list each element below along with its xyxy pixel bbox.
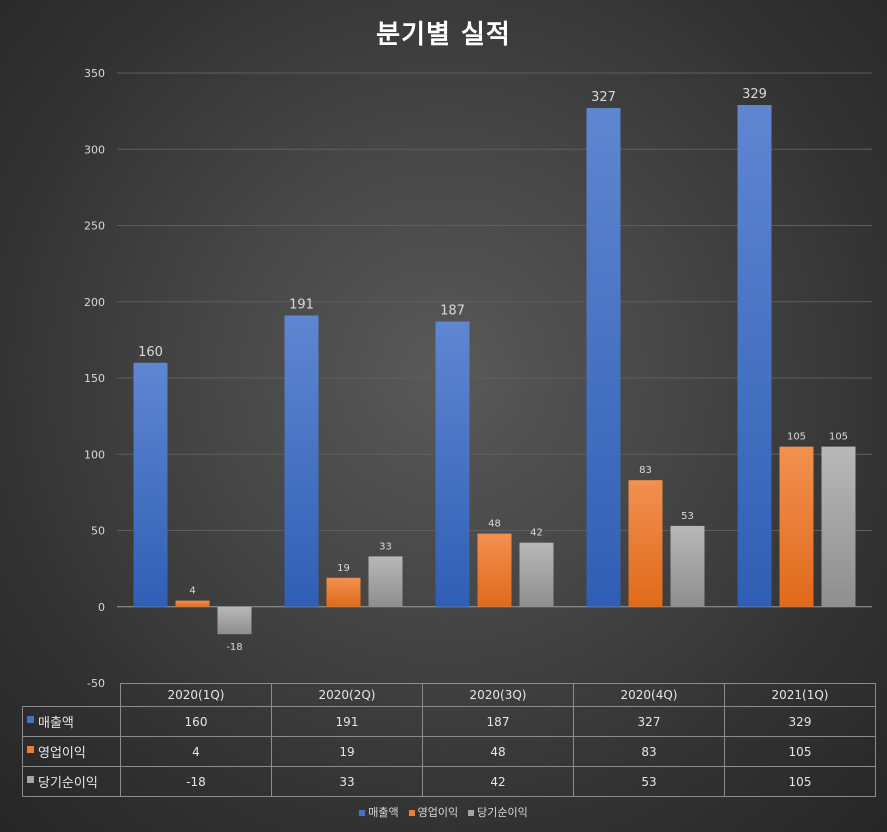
table-corner [22,683,121,707]
table-cell: 160 [120,706,272,737]
bar-revenue-1 [284,315,319,607]
legend-item: 당기순이익 [468,804,528,820]
y-tick-label: 100 [84,448,105,461]
bar-revenue-3 [586,108,621,607]
table-cell: 4 [120,736,272,767]
legend: 매출액 영업이익 당기순이익 [0,804,887,820]
table-row-header: 매출액 [22,706,121,737]
bar-revenue-0 [133,362,168,607]
legend-label: 당기순이익 [477,806,528,819]
legend-item: 영업이익 [408,804,459,820]
data-label: 187 [440,304,465,319]
bar-revenue-4 [737,105,772,607]
data-label: 48 [488,519,501,530]
table-cell: -18 [120,766,272,797]
data-label: -18 [226,642,242,653]
legend-swatch [27,776,34,783]
data-label: 105 [787,432,806,443]
table-column-header: 2020(4Q) [573,683,725,707]
bar-net-income-3 [670,525,705,607]
table-cell: 83 [573,736,725,767]
legend-label: 영업이익 [417,806,459,819]
y-tick-label: 250 [84,220,105,233]
table-cell: 191 [271,706,423,737]
table-row-header: 당기순이익 [22,766,121,797]
bar-net-income-0 [217,606,252,635]
y-tick-label: 50 [91,525,105,538]
data-label: 105 [829,432,848,443]
table-column-header: 2020(1Q) [120,683,272,707]
data-table: 2020(1Q) 2020(2Q) 2020(3Q) 2020(4Q) 2021(1Q)… [22,683,876,797]
bars [133,105,856,635]
table-cell: 48 [422,736,574,767]
y-tick-label: 300 [84,143,105,156]
bar-operating-income-2 [477,533,512,607]
bar-operating-income-1 [326,577,361,607]
data-label: 19 [337,563,350,574]
bar-net-income-1 [368,556,403,607]
y-tick-label: 150 [84,372,105,385]
table-row: 매출액 160 191 187 327 329 [22,706,876,737]
data-label: 4 [189,586,195,597]
bar-operating-income-3 [628,480,663,607]
y-tick-label: 350 [84,67,105,80]
bar-net-income-2 [519,542,554,607]
table-row: 당기순이익 -18 33 42 53 105 [22,766,876,797]
legend-swatch [408,810,415,816]
data-label: 329 [742,87,767,102]
table-cell: 327 [573,706,725,737]
legend-label: 매출액 [368,806,399,819]
data-label: 33 [379,541,392,552]
table-cell: 329 [724,706,876,737]
y-tick-label: 200 [84,296,105,309]
bar-revenue-2 [435,321,470,607]
data-label: 160 [138,345,163,360]
bar-operating-income-0 [175,600,210,607]
bar-net-income-4 [821,446,856,607]
data-label: 327 [591,90,616,105]
data-label: 83 [639,465,652,476]
table-cell: 105 [724,766,876,797]
legend-swatch [27,716,34,723]
table-cell: 105 [724,736,876,767]
bar-operating-income-4 [779,446,814,607]
data-label: 42 [530,528,543,539]
chart-title: 분기별 실적 [376,20,511,50]
legend-swatch [468,810,475,816]
data-labels: 160 4 -18 191 19 33 187 48 42 327 83 53 329 105 105 [138,87,848,653]
y-tick-label: 0 [98,601,105,614]
table-column-header: 2021(1Q) [724,683,876,707]
table-cell: 42 [422,766,574,797]
series-name: 당기순이익 [38,776,98,791]
table-cell: 33 [271,766,423,797]
legend-item: 매출액 [359,804,399,820]
legend-swatch [27,746,34,753]
table-column-header: 2020(3Q) [422,683,574,707]
table-cell: 187 [422,706,574,737]
table-cell: 19 [271,736,423,767]
series-name: 영업이익 [38,746,86,761]
table-row: 영업이익 4 19 48 83 105 [22,736,876,767]
series-name: 매출액 [38,716,74,731]
legend-swatch [359,810,366,816]
table-column-header: 2020(2Q) [271,683,423,707]
table-cell: 53 [573,766,725,797]
table-row-header: 영업이익 [22,736,121,767]
data-label: 191 [289,297,314,312]
table-body: 매출액 160 191 187 327 329 영업이익 4 19 48 83 105 당기순이익 -18… [22,706,876,797]
data-label: 53 [681,511,694,522]
table-header-row: 2020(1Q) 2020(2Q) 2020(3Q) 2020(4Q) 2021(1Q) [22,683,876,707]
